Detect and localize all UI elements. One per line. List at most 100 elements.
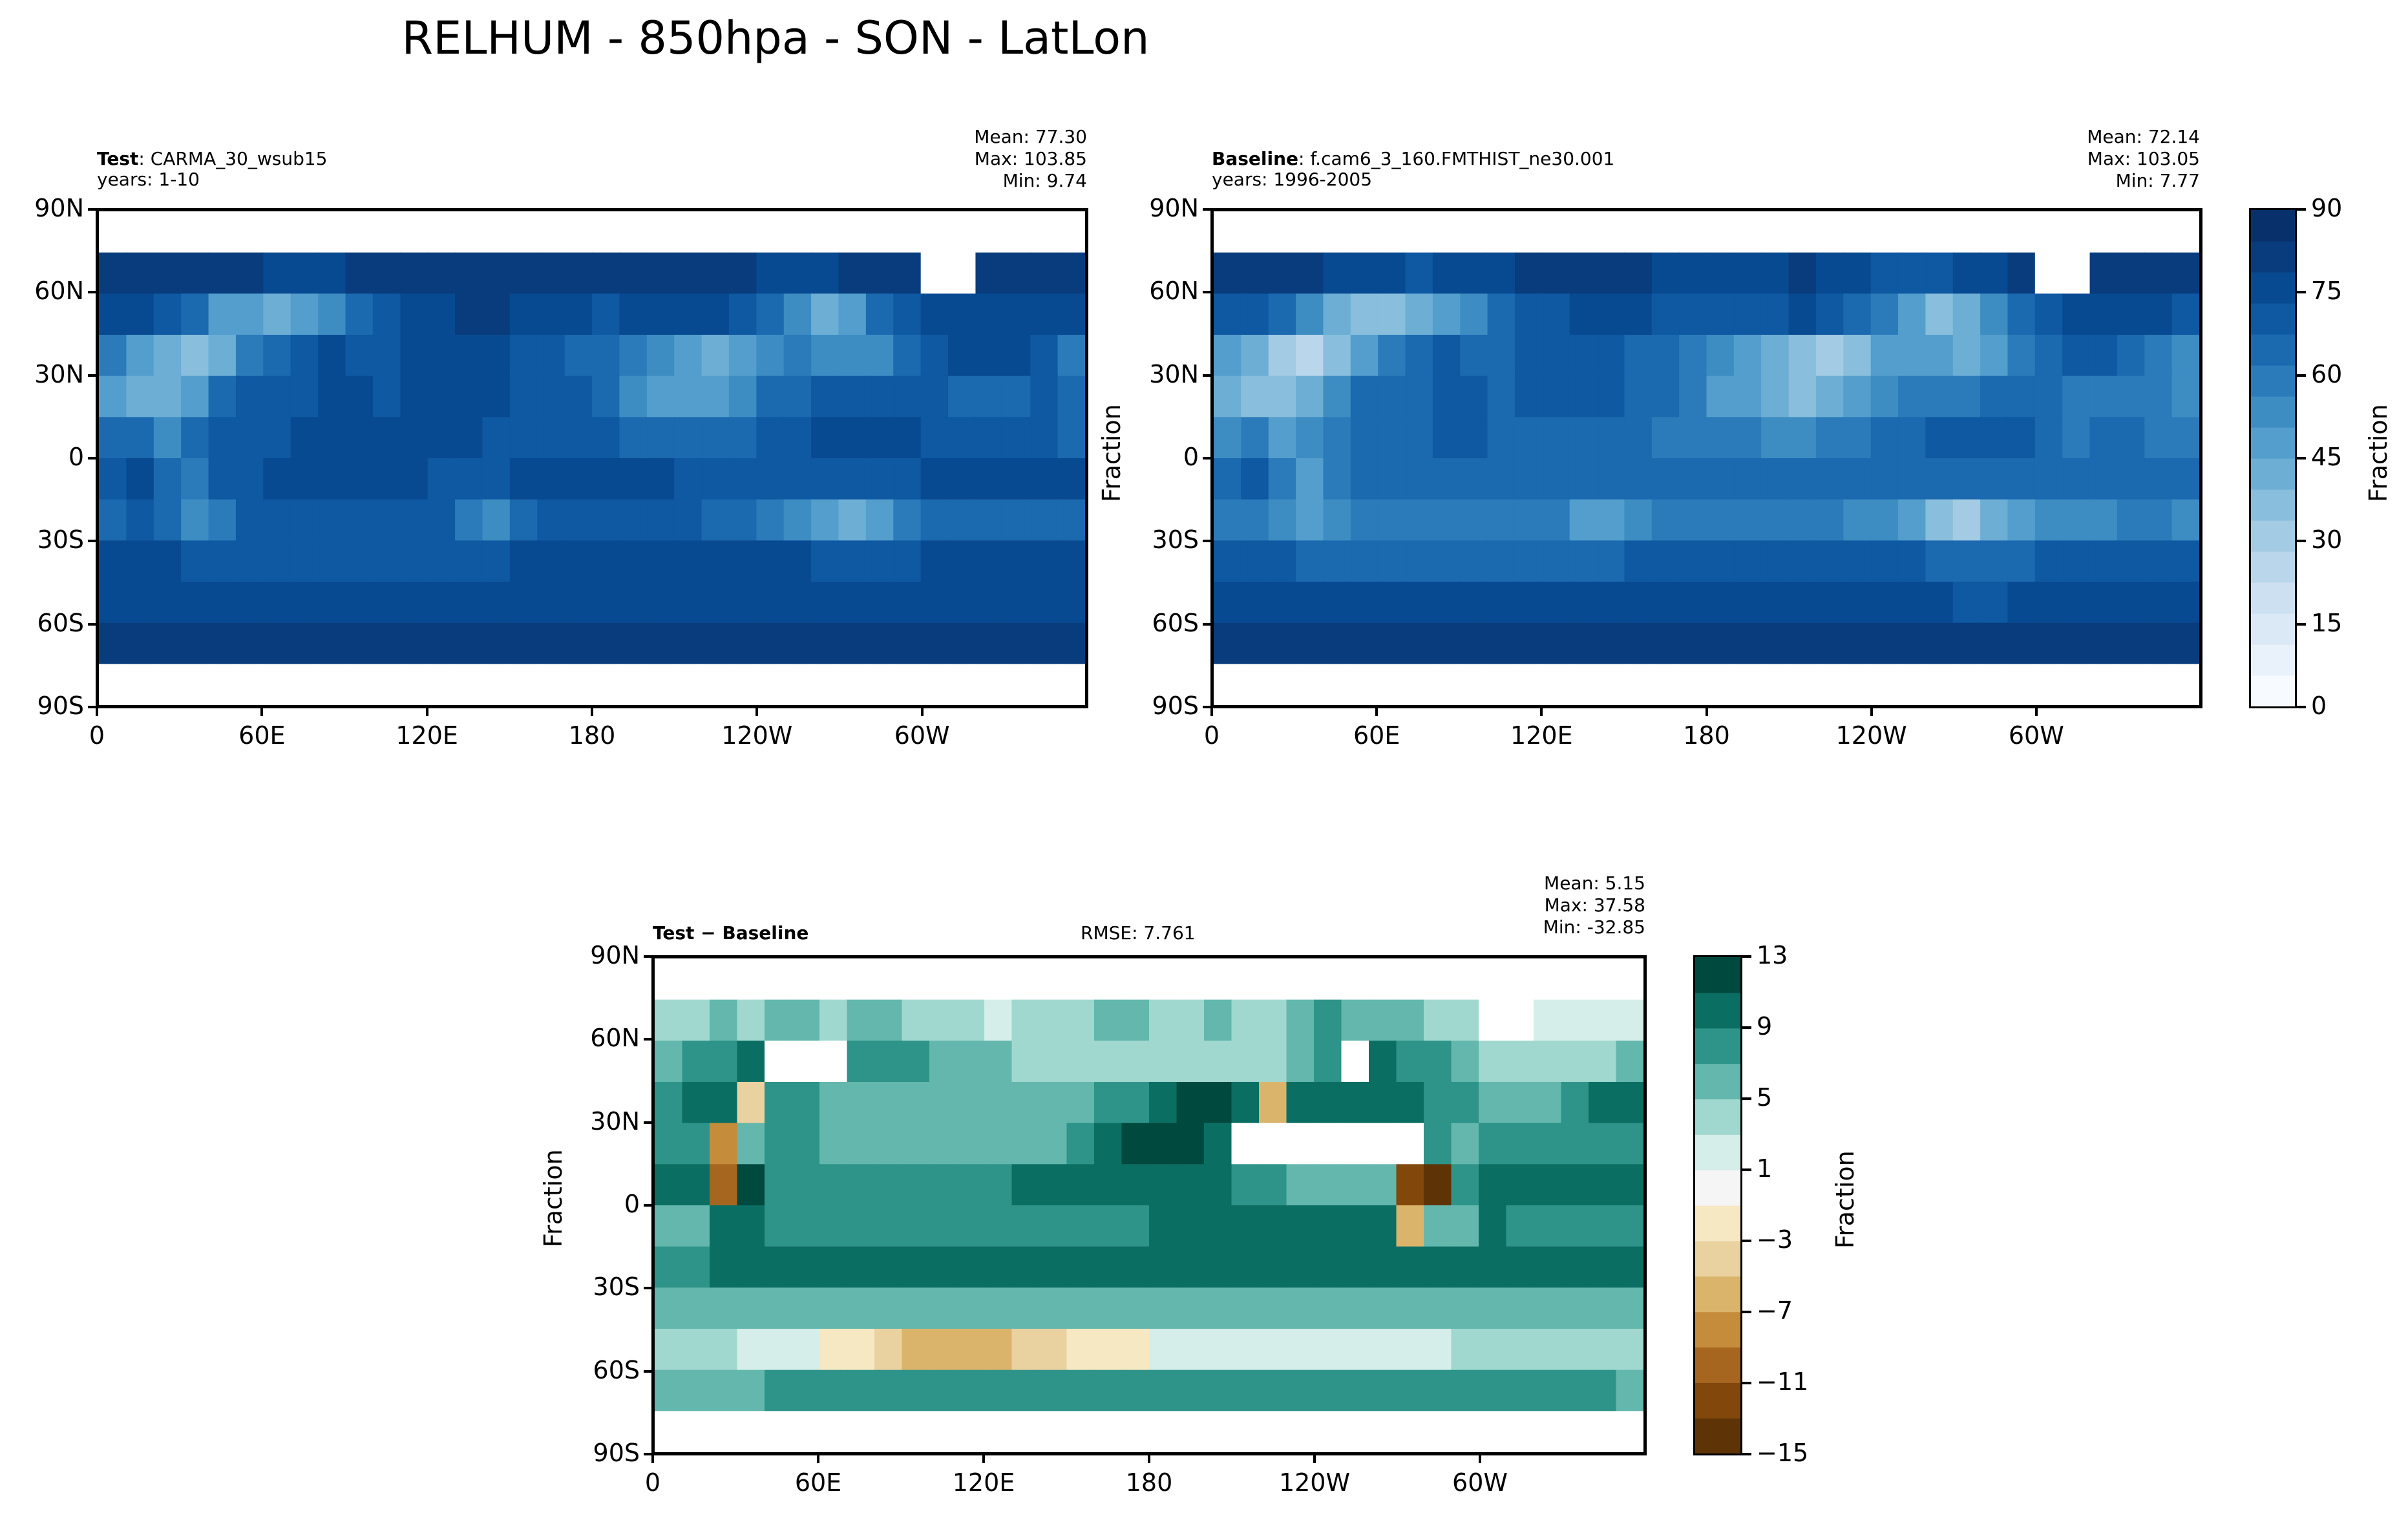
diff-cell [1066,1369,1095,1411]
main-colorbar-label: Fraction [2364,404,2392,502]
diff-cell [1204,1369,1232,1411]
test-ytick-mark [88,291,97,294]
test-cell [345,252,374,294]
test-cell [592,499,620,541]
test-cell [1002,335,1031,377]
test-cell [592,293,620,335]
baseline-cell [1706,582,1735,624]
baseline-cell [2089,499,2118,541]
diff-colorbar-tick-mark [1742,1168,1751,1171]
diff-ytick-label: 90N [590,941,640,969]
diff-cell [1616,958,1643,1000]
diff-cell [1011,999,1040,1041]
test-cell [619,499,648,541]
diff-cell [737,1164,765,1206]
baseline-cell [1597,252,1625,294]
diff-cell [1066,1246,1095,1288]
baseline-cell [2062,458,2091,500]
test-cell [1030,252,1059,294]
diff-cell [874,1164,903,1206]
diff-cell [1176,1082,1205,1124]
baseline-cell [1651,293,1680,335]
baseline-cell [2089,417,2118,459]
diff-cell [1589,1411,1617,1452]
baseline-cell [1733,335,1762,377]
baseline-cell [1432,375,1461,417]
main-colorbar-swatch [2251,520,2295,552]
test-cell [400,293,428,335]
baseline-cell [1487,211,1516,253]
baseline-cell [1378,664,1406,705]
test-cell [592,417,620,459]
diff-cell [1561,1329,1589,1371]
test-cell [181,622,209,664]
baseline-cell [1487,458,1516,500]
baseline-heatmap [1214,211,2199,705]
test-cell [1057,458,1085,500]
baseline-label-case: : f.cam6_3_160.FMTHIST_ne30.001 [1298,148,1615,169]
test-cell [509,335,538,377]
diff-cell [1011,1411,1040,1452]
test-cell [865,622,894,664]
test-cell [509,664,538,705]
baseline-cell [1679,293,1707,335]
test-ytick-label: 0 [68,443,84,471]
baseline-cell [1761,417,1790,459]
test-cell [920,375,949,417]
test-ytick-label: 90N [34,194,84,222]
test-cell [290,417,319,459]
baseline-cell [1843,252,1872,294]
test-cell [838,582,867,624]
diff-cell [1561,1041,1589,1083]
baseline-cell [2034,252,2063,294]
diff-cell [1286,958,1315,1000]
diff-cell [1121,1369,1150,1411]
diff-cell [1231,1123,1260,1165]
test-cell [701,335,730,377]
main-colorbar-tick-label: 90 [2311,194,2343,222]
test-ytick-label: 60N [34,277,84,306]
diff-cell [1094,1123,1123,1165]
baseline-cell [1898,458,1926,500]
test-cell [537,417,565,459]
test-heatmap [99,211,1085,705]
baseline-cell [1432,622,1461,664]
test-cell [674,335,702,377]
test-cell [619,252,648,294]
baseline-cell [2117,375,2145,417]
baseline-cell [1706,499,1735,541]
test-cell [537,458,565,500]
baseline-cell [1487,417,1516,459]
test-cell [482,582,511,624]
main-colorbar-swatch [2251,644,2295,676]
diff-cell [1479,1082,1507,1124]
diff-cell [902,1041,930,1083]
test-cell [372,335,401,377]
baseline-cell [1241,458,1269,500]
diff-cell [1176,958,1205,1000]
baseline-cell [1432,582,1461,624]
baseline-cell [1788,335,1817,377]
test-cell [564,293,593,335]
baseline-cell [1432,211,1461,253]
test-cell [948,499,977,541]
baseline-cell [1432,499,1461,541]
diff-cell [765,1287,793,1329]
diff-cell [1011,1287,1040,1329]
baseline-cell [1487,252,1516,294]
test-cell [1057,335,1085,377]
diff-cell [655,1164,683,1206]
baseline-cell [1733,252,1762,294]
diff-cell [710,1041,738,1083]
diff-xtick-mark [1479,1454,1481,1463]
diff-colorbar-tick-mark [1742,1097,1751,1100]
test-cell [372,499,401,541]
test-cell [318,540,346,582]
diff-cell [1561,1082,1589,1124]
test-cell [701,375,730,417]
baseline-xtick-label: 120E [1510,721,1573,750]
diff-cell [1396,1205,1424,1247]
diff-cell [1589,1123,1617,1165]
baseline-cell [1651,540,1680,582]
test-cell [564,622,593,664]
